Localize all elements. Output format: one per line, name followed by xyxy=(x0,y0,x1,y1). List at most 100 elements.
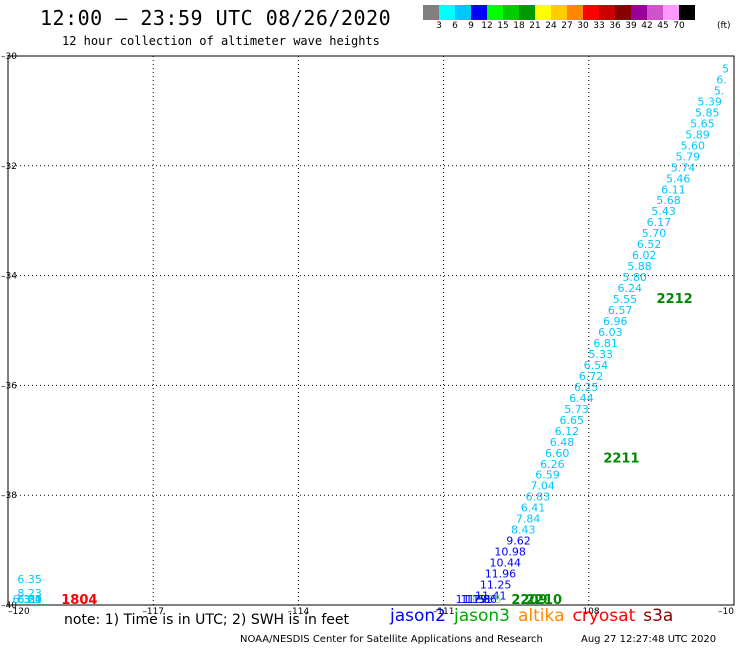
colorbar-swatch xyxy=(583,5,599,20)
wave-height-value: 6.24 xyxy=(618,282,643,295)
colorbar-tick-label: 18 xyxy=(513,21,525,31)
y-tick-label: –40 xyxy=(1,601,17,611)
wave-height-value: 5.89 xyxy=(685,128,710,141)
wave-height-value: 5.43 xyxy=(651,205,676,218)
colorbar-swatch xyxy=(519,5,535,20)
pass-time-label: 1804 xyxy=(61,593,97,608)
wave-height-value: 5.55 xyxy=(613,293,638,306)
wave-height-value: 5.88 xyxy=(627,260,652,273)
satellite-legend: jason2 jason3 altika cryosat s3a xyxy=(390,606,681,626)
pass-time-label: 2210 xyxy=(526,593,562,608)
colorbar-swatch xyxy=(503,5,519,20)
colorbar-tick-label: 12 xyxy=(481,21,493,31)
x-tick-label: –117 xyxy=(142,607,164,617)
wave-height-value: 5.60 xyxy=(680,139,705,152)
legend-entry-jason2: jason2 xyxy=(390,606,446,626)
legend-entry-cryosat: cryosat xyxy=(572,606,636,626)
wave-height-value: 6.26 xyxy=(540,458,565,471)
colorbar-tick-label: 27 xyxy=(561,21,573,31)
colorbar-swatch xyxy=(455,5,471,20)
colorbar-swatch xyxy=(535,5,551,20)
wave-height-value: 6.83 xyxy=(526,491,551,504)
wave-height-value: 5. xyxy=(714,84,725,97)
colorbar-swatch xyxy=(615,5,631,20)
legend-entry-jason3: jason3 xyxy=(454,606,510,626)
wave-height-value: 13.65 xyxy=(470,593,502,606)
chart-subtitle: 12 hour collection of altimeter wave hei… xyxy=(62,34,380,48)
colorbar-unit: (ft) xyxy=(717,21,731,31)
wave-height-value: 6.57 xyxy=(608,304,633,317)
colorbar-tick-label: 39 xyxy=(625,21,637,31)
wave-height-value: 6.35 xyxy=(17,573,42,586)
wave-height-value: 6.59 xyxy=(535,469,560,482)
y-tick-label: –34 xyxy=(1,272,17,282)
plot-frame xyxy=(7,55,735,606)
colorbar-swatch xyxy=(599,5,615,20)
colorbar-tick-label: 45 xyxy=(657,21,669,31)
x-tick-label: –120 xyxy=(8,607,30,617)
colorbar-tick-label: 70 xyxy=(673,21,685,31)
colorbar-tick-label: 36 xyxy=(609,21,621,31)
wave-height-value: 8.23 xyxy=(17,587,42,600)
wave-height-value: 6. xyxy=(716,73,727,86)
wave-height-value: 11.79 xyxy=(456,593,488,606)
colorbar-tick-label: 42 xyxy=(641,21,653,31)
wave-height-value: 5.39 xyxy=(697,95,722,108)
wave-height-value: 7.04 xyxy=(530,480,555,493)
wave-height-value: 6.52 xyxy=(637,238,662,251)
wave-height-value: 6.64 xyxy=(17,593,42,606)
wave-height-value: 11.51 xyxy=(461,593,493,606)
wave-height-value: 7.84 xyxy=(516,513,541,526)
wave-height-value: 5.80 xyxy=(622,271,647,284)
wave-height-value: 6.25 xyxy=(574,381,599,394)
wave-height-value: 5.70 xyxy=(642,227,667,240)
wave-height-value: 5.68 xyxy=(656,194,681,207)
wave-height-value: 6.65 xyxy=(559,414,584,427)
colorbar-tick-label: 3 xyxy=(436,21,442,31)
colorbar-tick-label: 30 xyxy=(577,21,589,31)
wave-height-value: 10.44 xyxy=(490,557,522,570)
wave-height-value: 6.31 xyxy=(17,593,42,606)
wave-height-value: 11.25 xyxy=(480,579,512,592)
wave-height-value: 9.62 xyxy=(506,535,531,548)
wave-height-value: 5 xyxy=(722,62,729,75)
wave-height-value: 11.41 xyxy=(475,590,507,603)
colorbar-swatch xyxy=(679,5,695,20)
colorbar-tick-label: 21 xyxy=(529,21,541,31)
wave-height-value: 10.98 xyxy=(494,546,526,559)
wave-height-value: 6.03 xyxy=(598,326,623,339)
wave-height-value: 6.17 xyxy=(647,216,672,229)
pass-time-label: 2 xyxy=(739,144,740,159)
x-tick-label: –114 xyxy=(288,607,310,617)
wave-height-value: 5.73 xyxy=(564,403,589,416)
legend-entry-altika: altika xyxy=(518,606,565,626)
note-text: note: 1) Time is in UTC; 2) SWH is in fe… xyxy=(64,612,350,628)
wave-height-value: 5.74 xyxy=(671,161,696,174)
wave-height-value: 6.44 xyxy=(569,392,594,405)
footer-timestamp: Aug 27 12:27:48 UTC 2020 xyxy=(581,634,717,645)
wave-height-value: 5.65 xyxy=(690,117,715,130)
footer-credit: NOAA/NESDIS Center for Satellite Applica… xyxy=(240,634,543,645)
wave-height-value: 8.43 xyxy=(511,524,536,537)
colorbar-swatch xyxy=(663,5,679,20)
colorbar-swatch xyxy=(487,5,503,20)
wave-height-value: 6.02 xyxy=(632,249,657,262)
wave-height-value: 6.11 xyxy=(661,183,686,196)
y-tick-label: –30 xyxy=(1,52,17,62)
wave-height-value: 6.81 xyxy=(593,337,618,350)
wave-height-value: 5.85 xyxy=(695,106,720,119)
colorbar-tick-label: 6 xyxy=(452,21,458,31)
colorbar-swatch xyxy=(439,5,455,20)
wave-height-value: 6.72 xyxy=(579,370,604,383)
y-tick-label: –32 xyxy=(1,162,17,172)
chart-title: 12:00 – 23:59 UTC 08/26/2020 xyxy=(40,6,392,30)
wave-height-value: 11.86 xyxy=(465,593,497,606)
wave-height-value: 5.79 xyxy=(676,150,701,163)
pass-time-label: 2211 xyxy=(603,451,639,466)
wave-height-value: 6.54 xyxy=(584,359,609,372)
colorbar-swatch xyxy=(631,5,647,20)
wave-height-value: 5.46 xyxy=(666,172,691,185)
colorbar-swatch xyxy=(423,5,439,20)
y-tick-label: –36 xyxy=(1,381,17,391)
